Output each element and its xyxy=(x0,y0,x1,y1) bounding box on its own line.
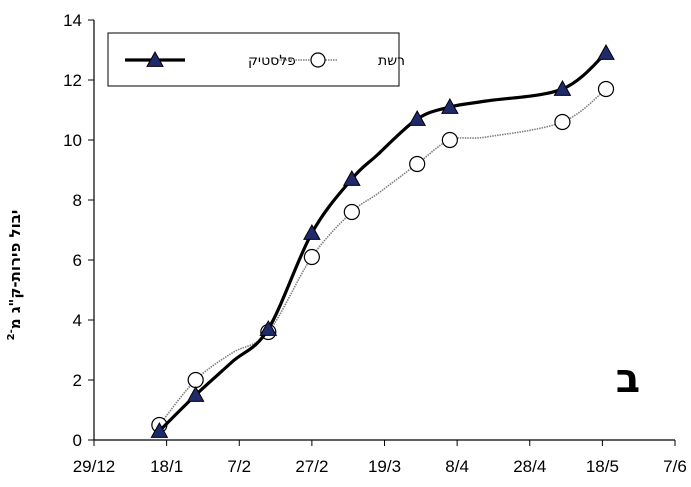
data-point-plastic xyxy=(150,421,169,438)
data-point-net xyxy=(554,113,571,131)
data-point-plastic xyxy=(408,109,427,126)
data-point-net xyxy=(343,203,360,221)
y-ticks: 0 2 4 6 8 10 12 14 xyxy=(63,11,94,450)
y-tick-label: 10 xyxy=(63,131,82,150)
y-axis-label-superscript: -2 xyxy=(6,329,17,340)
data-point-net xyxy=(409,155,426,173)
data-point-plastic xyxy=(342,169,361,186)
y-tick-label: 0 xyxy=(73,431,82,450)
data-point-net xyxy=(441,131,458,149)
x-tick-label: 27/2 xyxy=(295,457,328,476)
y-tick-label: 12 xyxy=(63,71,82,90)
series-line-plastic xyxy=(158,51,608,433)
series-line-net xyxy=(158,88,607,426)
y-axis-label-text: יבול פירות-ק"ג מ xyxy=(6,210,24,330)
x-tick-label: 18/5 xyxy=(586,457,619,476)
x-tick-label: 19/3 xyxy=(368,457,401,476)
panel-label: ב xyxy=(616,356,640,402)
data-point-plastic xyxy=(553,79,572,96)
legend-label-net: רשת xyxy=(378,53,405,69)
x-tick-label: 8/4 xyxy=(445,457,469,476)
y-tick-label: 14 xyxy=(63,11,82,30)
y-tick-label: 8 xyxy=(73,191,82,210)
data-point-plastic xyxy=(441,97,459,114)
x-ticks: 29/12 18/1 7/2 27/2 19/3 8/4 28/4 18/5 7/6 xyxy=(73,440,687,476)
x-tick-label: 29/12 xyxy=(73,457,116,476)
data-point-net xyxy=(187,371,204,389)
legend-marker-net xyxy=(310,52,326,68)
legend: פלסטיק רשת xyxy=(107,32,405,87)
y-tick-label: 2 xyxy=(73,371,82,390)
y-axis-label: יבול פירות-ק"ג מ-2 xyxy=(6,210,24,341)
data-point-plastic xyxy=(259,319,278,336)
y-tick-label: 4 xyxy=(73,311,82,330)
data-point-plastic xyxy=(597,43,615,60)
data-point-plastic xyxy=(303,223,321,240)
x-tick-label: 18/1 xyxy=(150,457,183,476)
series xyxy=(150,43,615,438)
y-tick-label: 6 xyxy=(73,251,82,270)
data-point-plastic xyxy=(186,385,205,402)
legend-label-plastic: פלסטיק xyxy=(248,53,296,69)
legend-marker-plastic xyxy=(146,50,164,67)
x-tick-label: 7/2 xyxy=(227,457,251,476)
data-point-net xyxy=(597,80,615,98)
data-point-net xyxy=(303,248,320,266)
x-tick-label: 28/4 xyxy=(513,457,546,476)
x-tick-label: 7/6 xyxy=(663,457,687,476)
